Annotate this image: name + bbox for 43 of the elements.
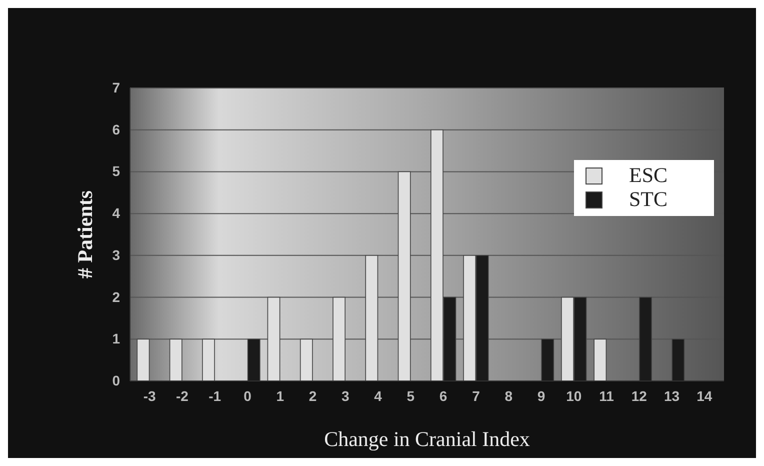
x-axis-title: Change in Cranial Index [324,427,530,451]
y-tick-label: 6 [112,121,120,138]
x-tick-label: 11 [599,388,614,404]
y-tick-label: 3 [112,246,120,263]
x-tick-label: 12 [631,388,648,404]
legend-label: STC [629,187,668,211]
x-tick-label: 10 [566,388,582,404]
bar [332,296,346,382]
x-tick-label: 0 [244,388,252,404]
x-tick-label: 1 [276,388,284,404]
y-tick-label: 0 [112,372,120,388]
y-tick-label: 1 [112,330,120,347]
bar [541,338,554,382]
bar [202,338,215,382]
y-tick-label: 7 [112,79,120,96]
x-tick-label: 14 [696,388,712,404]
bar [639,296,652,382]
y-axis-title: # Patients [73,190,97,279]
x-tick-label: 8 [504,388,513,404]
bar [267,296,280,382]
x-tick-label: 3 [342,388,350,404]
x-tick-label: -2 [176,388,189,404]
legend-label: ESC [629,163,668,187]
bar [672,338,685,382]
x-tick-label: 13 [664,388,680,404]
bar [398,171,411,382]
bar [169,338,182,382]
bar [136,338,150,382]
y-tick-label: 4 [112,205,120,222]
x-tick-label: 4 [374,388,382,404]
y-tick-label: 5 [112,163,120,180]
x-tick-label: 9 [537,388,546,404]
x-tick-label: -1 [208,388,222,404]
x-tick-label: 5 [406,388,415,404]
bar [247,338,260,382]
x-tick-label: 6 [439,388,448,404]
x-tick-label: 7 [472,388,480,404]
bar [365,255,378,382]
x-tick-label: 2 [308,388,317,404]
x-tick-label: -3 [143,388,156,404]
bar [594,338,607,382]
y-tick-label: 2 [112,288,120,305]
bar [300,338,313,382]
